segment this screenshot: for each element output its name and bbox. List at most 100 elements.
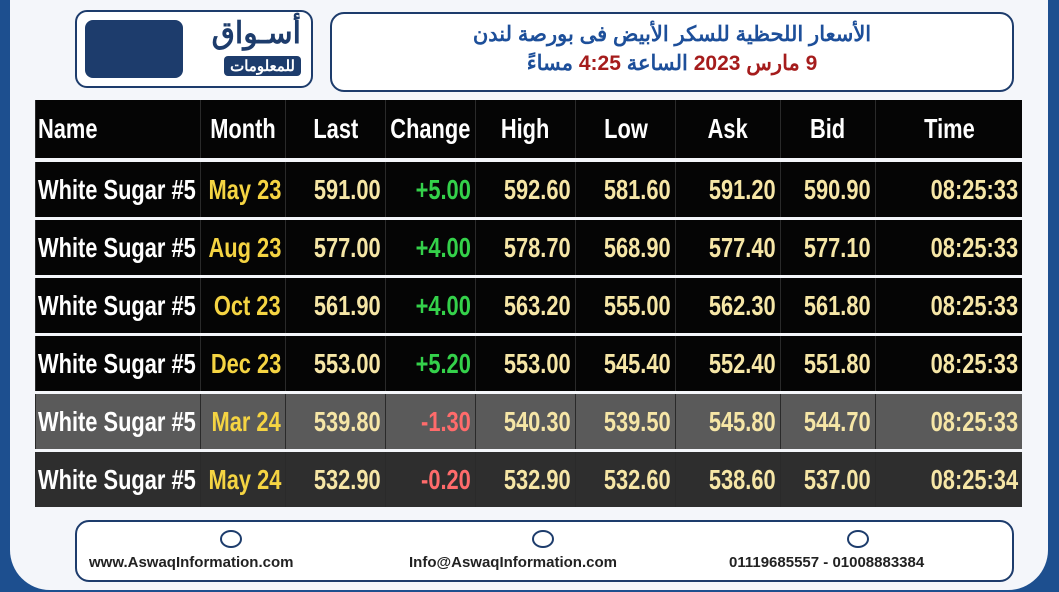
cell-text: Aug 23 bbox=[208, 231, 281, 263]
cell-text: 545.40 bbox=[604, 347, 671, 379]
cell-text: +5.00 bbox=[415, 173, 471, 205]
header-cell: Low bbox=[575, 100, 675, 158]
cell-text: 540.30 bbox=[504, 405, 571, 437]
period: مساءً bbox=[526, 52, 574, 75]
mail-icon bbox=[532, 530, 554, 548]
cell-text: 553.00 bbox=[504, 347, 571, 379]
header-cell: High bbox=[475, 100, 575, 158]
data-cell: 08:25:33 bbox=[875, 394, 1022, 449]
title: الأسعار اللحظية للسكر الأبيض فى بورصة لن… bbox=[472, 23, 872, 46]
header-cell: Name bbox=[35, 100, 200, 158]
date: 9 مارس bbox=[746, 52, 818, 75]
header-cell: Last bbox=[285, 100, 385, 158]
data-cell: White Sugar #5 bbox=[35, 452, 200, 507]
cell-text: 08:25:33 bbox=[930, 289, 1018, 321]
data-cell: May 24 bbox=[200, 452, 285, 507]
website: www.AswaqInformation.com bbox=[89, 554, 294, 571]
cell-text: +4.00 bbox=[415, 231, 471, 263]
data-cell: 537.00 bbox=[780, 452, 875, 507]
footer: www.AswaqInformation.com Info@AswaqInfor… bbox=[75, 520, 1014, 582]
data-cell: White Sugar #5 bbox=[35, 220, 200, 275]
cell-text: 553.00 bbox=[314, 347, 381, 379]
data-cell: 545.40 bbox=[575, 336, 675, 391]
cell-text: 537.00 bbox=[804, 463, 871, 495]
data-cell: 577.40 bbox=[675, 220, 780, 275]
cell-text: White Sugar #5 bbox=[38, 463, 196, 495]
data-row: White Sugar #5 Aug 23 577.00 +4.00 578.70 568… bbox=[35, 220, 1022, 275]
cell-text: 591.20 bbox=[709, 173, 776, 205]
cell-text: 532.90 bbox=[504, 463, 571, 495]
data-cell: Oct 23 bbox=[200, 278, 285, 333]
header-text: High bbox=[501, 113, 550, 144]
cell-text: White Sugar #5 bbox=[38, 173, 196, 205]
cell-text: White Sugar #5 bbox=[38, 347, 196, 379]
phone-icon bbox=[847, 530, 869, 548]
data-cell: 553.00 bbox=[285, 336, 385, 391]
cell-text: 555.00 bbox=[604, 289, 671, 321]
data-cell: 555.00 bbox=[575, 278, 675, 333]
cell-text: May 23 bbox=[208, 173, 281, 205]
subtitle: 9 مارس 2023 الساعة 4:25 مساءً bbox=[332, 51, 1012, 76]
data-cell: +5.00 bbox=[385, 162, 475, 217]
data-cell: 08:25:33 bbox=[875, 336, 1022, 391]
data-cell: 561.80 bbox=[780, 278, 875, 333]
data-cell: 08:25:33 bbox=[875, 278, 1022, 333]
data-cell: 561.90 bbox=[285, 278, 385, 333]
header-cell: Time bbox=[875, 100, 1022, 158]
header-cell: Month bbox=[200, 100, 285, 158]
data-cell: 532.90 bbox=[475, 452, 575, 507]
cell-text: 561.90 bbox=[314, 289, 381, 321]
time-word: الساعة bbox=[626, 52, 688, 75]
table: Name Month Last Change High Low Ask Bid Time Whit… bbox=[35, 100, 1022, 510]
cell-text: 08:25:33 bbox=[930, 405, 1018, 437]
cell-text: White Sugar #5 bbox=[38, 405, 196, 437]
time: 4:25 bbox=[578, 52, 621, 75]
data-cell: 08:25:33 bbox=[875, 162, 1022, 217]
data-cell: 08:25:34 bbox=[875, 452, 1022, 507]
cell-text: Dec 23 bbox=[210, 347, 281, 379]
data-cell: 562.30 bbox=[675, 278, 780, 333]
cell-text: 08:25:34 bbox=[930, 463, 1018, 495]
phones: 01119685557 - 01008883384 bbox=[729, 554, 925, 571]
cell-text: 538.60 bbox=[709, 463, 776, 495]
data-cell: 577.10 bbox=[780, 220, 875, 275]
header-text: Ask bbox=[707, 113, 749, 144]
data-cell: 590.90 bbox=[780, 162, 875, 217]
cell-text: 590.90 bbox=[804, 173, 871, 205]
data-cell: Mar 24 bbox=[200, 394, 285, 449]
data-cell: 551.80 bbox=[780, 336, 875, 391]
data-cell: White Sugar #5 bbox=[35, 336, 200, 391]
cell-text: 577.10 bbox=[804, 231, 871, 263]
header-text: Month bbox=[210, 113, 276, 144]
data-row: White Sugar #5 Oct 23 561.90 +4.00 563.20 555… bbox=[35, 278, 1022, 333]
cell-text: 568.90 bbox=[604, 231, 671, 263]
data-cell: -0.20 bbox=[385, 452, 475, 507]
cell-text: 08:25:33 bbox=[930, 173, 1018, 205]
cell-text: 552.40 bbox=[709, 347, 776, 379]
data-cell: White Sugar #5 bbox=[35, 278, 200, 333]
data-row: White Sugar #5 May 23 591.00 +5.00 592.60 581… bbox=[35, 162, 1022, 217]
data-cell: 568.90 bbox=[575, 220, 675, 275]
data-cell: 539.80 bbox=[285, 394, 385, 449]
data-cell: +4.00 bbox=[385, 278, 475, 333]
data-cell: 540.30 bbox=[475, 394, 575, 449]
header-row: Name Month Last Change High Low Ask Bid Time bbox=[35, 100, 1022, 158]
data-cell: 563.20 bbox=[475, 278, 575, 333]
header-text: Name bbox=[38, 113, 98, 144]
data-cell: White Sugar #5 bbox=[35, 394, 200, 449]
cell-text: -0.20 bbox=[421, 463, 471, 495]
header-text: Bid bbox=[810, 113, 846, 144]
data-cell: 592.60 bbox=[475, 162, 575, 217]
logo-mark bbox=[85, 20, 183, 78]
data-row: White Sugar #5 Dec 23 553.00 +5.20 553.00 545… bbox=[35, 336, 1022, 391]
header-cell: Bid bbox=[780, 100, 875, 158]
data-cell: 591.20 bbox=[675, 162, 780, 217]
title-box: الأسعار اللحظية للسكر الأبيض فى بورصة لن… bbox=[330, 12, 1014, 92]
cell-text: -1.30 bbox=[421, 405, 471, 437]
data-cell: 544.70 bbox=[780, 394, 875, 449]
cell-text: 581.60 bbox=[604, 173, 671, 205]
data-cell: 532.90 bbox=[285, 452, 385, 507]
cell-text: 544.70 bbox=[804, 405, 871, 437]
cell-text: 545.80 bbox=[709, 405, 776, 437]
